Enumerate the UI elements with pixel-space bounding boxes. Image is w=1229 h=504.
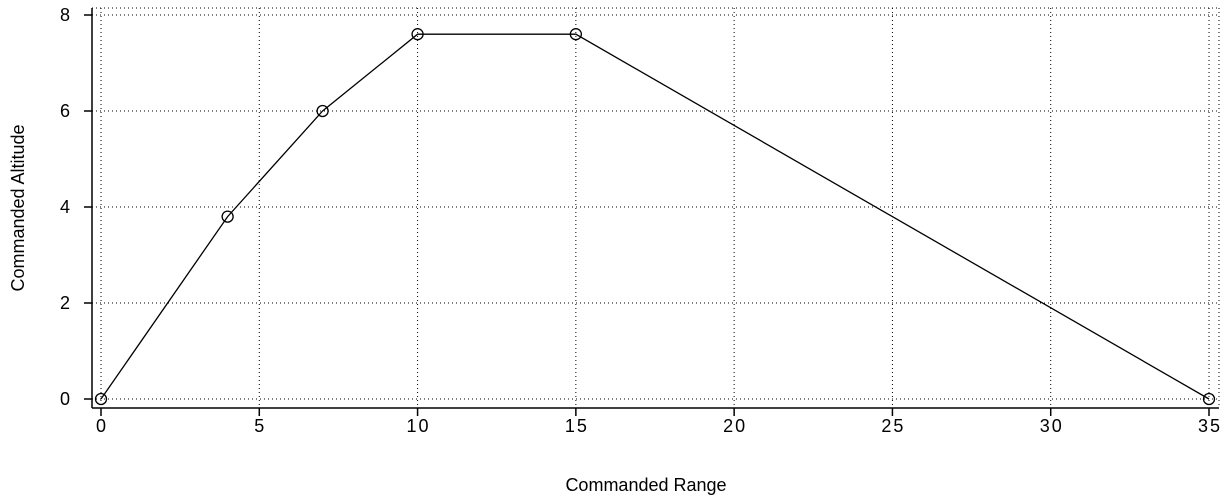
tick-labels: 0 5 10 15 20 25 30 35 0 2 4 6 8 — [60, 5, 1222, 436]
y-tick-label: 2 — [60, 293, 72, 313]
x-tick-label: 15 — [565, 416, 589, 436]
y-tick-label: 6 — [60, 101, 72, 121]
x-axis-title: Commanded Range — [565, 475, 726, 495]
x-tick-label: 30 — [1040, 416, 1064, 436]
data-point-marker — [569, 28, 583, 41]
x-tick-label: 10 — [407, 416, 431, 436]
data-point-marker — [1202, 392, 1216, 406]
axes — [84, 8, 1219, 416]
x-tick-label: 35 — [1198, 416, 1222, 436]
grid — [92, 7, 1220, 408]
y-tick-label: 0 — [60, 389, 72, 409]
series — [94, 28, 1216, 406]
y-tick-label: 8 — [60, 5, 72, 25]
y-axis-title: Commanded Altitude — [8, 124, 28, 291]
data-point-marker — [316, 104, 329, 118]
data-point-marker — [221, 210, 234, 223]
y-tick-label: 4 — [60, 197, 72, 217]
x-tick-label: 25 — [881, 416, 905, 436]
x-tick-label: 0 — [96, 416, 108, 436]
x-tick-label: 5 — [254, 416, 266, 436]
data-point-marker — [94, 392, 108, 406]
data-point-marker — [411, 28, 424, 41]
series-line — [100, 33, 1210, 400]
x-tick-label: 20 — [723, 416, 747, 436]
